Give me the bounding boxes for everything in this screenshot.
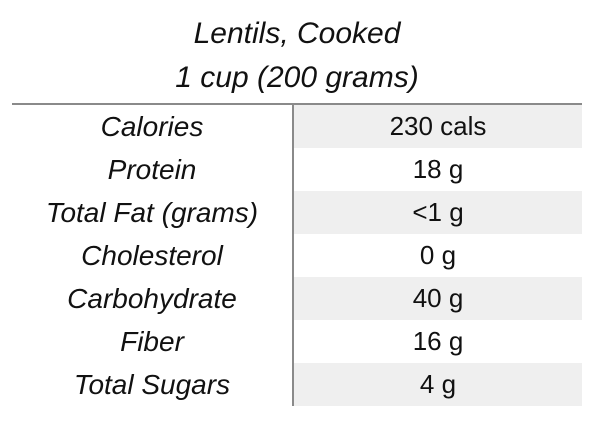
nutrient-label: Fiber <box>120 326 184 357</box>
nutrient-label: Protein <box>107 154 197 185</box>
nutrient-label: Total Sugars <box>73 369 231 400</box>
header-divider <box>12 103 582 105</box>
nutrient-value: 18 g <box>292 148 582 191</box>
nutrient-value: 4 g <box>292 363 582 406</box>
table-row: Protein 18 g <box>12 148 582 191</box>
serving-size: 1 cup (200 grams) <box>175 61 419 94</box>
nutrition-table: Calories 230 cals Protein 18 g Total Fat… <box>12 105 582 406</box>
nutrient-value: 16 g <box>292 320 582 363</box>
nutrient-value: 0 g <box>292 234 582 277</box>
nutrient-label: Total Fat (grams) <box>45 197 259 228</box>
nutrient-value: 230 cals <box>292 105 582 148</box>
table-row: Calories 230 cals <box>12 105 582 148</box>
food-title: Lentils, Cooked <box>193 17 401 50</box>
nutrient-label: Cholesterol <box>81 240 223 271</box>
table-row: Cholesterol 0 g <box>12 234 582 277</box>
nutrient-value: 40 g <box>292 277 582 320</box>
table-row: Total Sugars 4 g <box>12 363 582 406</box>
nutrient-value: <1 g <box>292 191 582 234</box>
table-row: Total Fat (grams) <1 g <box>12 191 582 234</box>
table-row: Fiber 16 g <box>12 320 582 363</box>
table-row: Carbohydrate 40 g <box>12 277 582 320</box>
title-block: Lentils, Cooked 1 cup (200 grams) <box>0 12 594 100</box>
nutrient-label: Calories <box>100 111 204 142</box>
nutrient-label: Carbohydrate <box>67 283 237 314</box>
